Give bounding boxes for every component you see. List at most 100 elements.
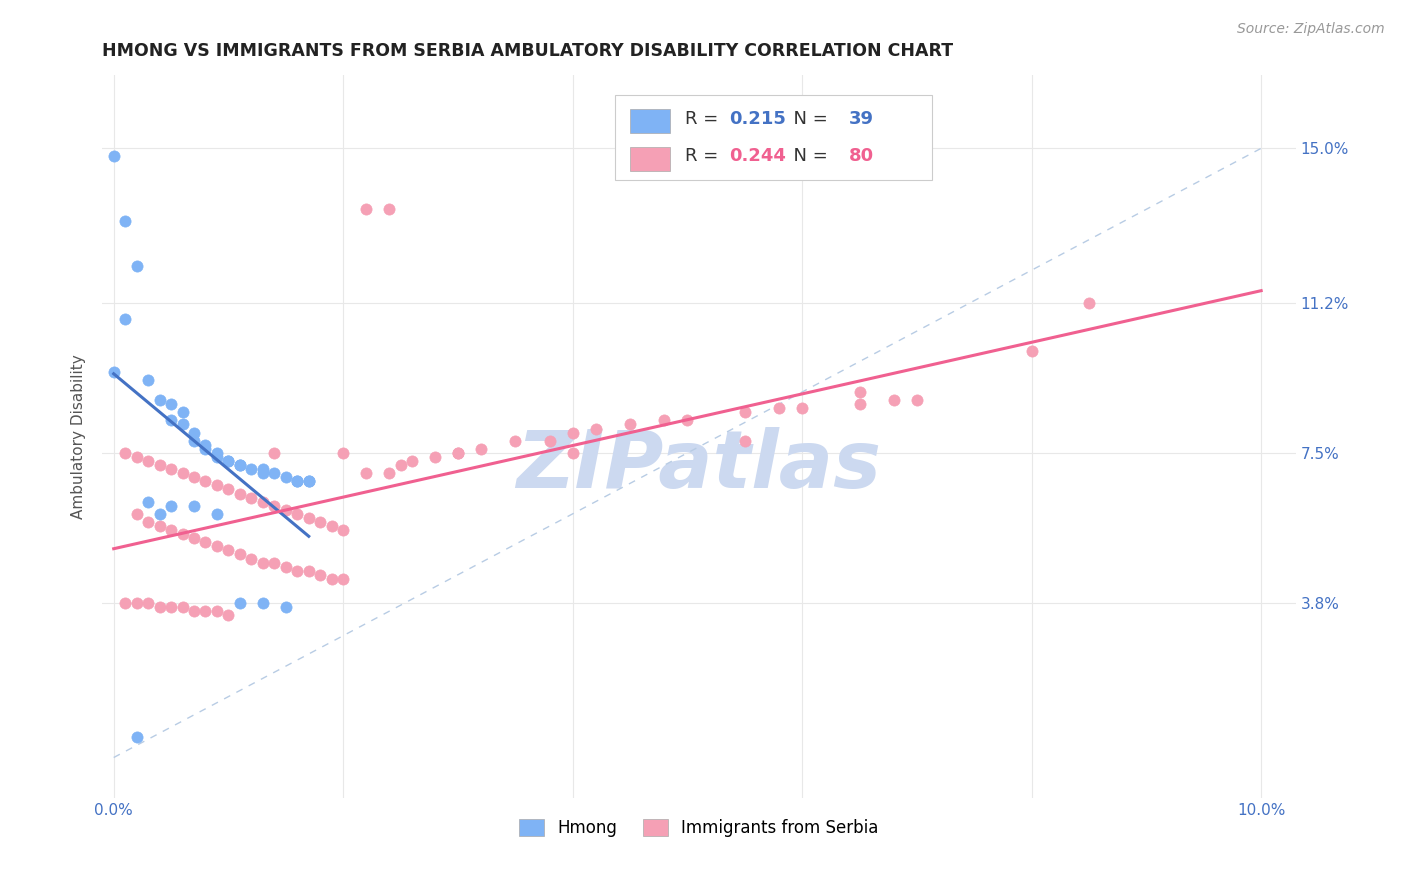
Point xyxy=(125,450,148,464)
Point xyxy=(217,543,239,558)
Point xyxy=(229,458,252,472)
Text: HMONG VS IMMIGRANTS FROM SERBIA AMBULATORY DISABILITY CORRELATION CHART: HMONG VS IMMIGRANTS FROM SERBIA AMBULATO… xyxy=(103,42,953,60)
Point xyxy=(883,393,905,408)
Point xyxy=(447,446,470,460)
Point xyxy=(389,458,412,472)
Point xyxy=(285,564,308,578)
Point xyxy=(114,446,136,460)
Point xyxy=(205,446,228,460)
Point xyxy=(205,539,228,553)
Point xyxy=(149,393,172,408)
Point xyxy=(136,596,159,610)
Point xyxy=(561,425,583,440)
Point xyxy=(768,401,790,416)
Point xyxy=(217,454,239,468)
Bar xyxy=(630,109,671,133)
Point xyxy=(217,454,239,468)
Point xyxy=(125,259,148,273)
Point xyxy=(676,413,699,427)
Point xyxy=(172,467,194,481)
Point xyxy=(183,434,205,448)
Point xyxy=(136,373,159,387)
Point xyxy=(160,600,183,615)
Point xyxy=(309,515,332,529)
Point xyxy=(285,475,308,489)
Text: ZIPatlas: ZIPatlas xyxy=(516,426,882,505)
Point xyxy=(172,600,194,615)
Point xyxy=(538,434,561,448)
Point xyxy=(447,446,470,460)
Point xyxy=(160,462,183,476)
Point xyxy=(274,559,297,574)
Point xyxy=(848,384,870,399)
Text: 0.215: 0.215 xyxy=(728,110,786,128)
Text: R =: R = xyxy=(685,147,724,165)
Text: Source: ZipAtlas.com: Source: ZipAtlas.com xyxy=(1237,22,1385,37)
Point xyxy=(240,551,263,566)
Point xyxy=(354,202,377,217)
Point xyxy=(229,596,252,610)
Point xyxy=(114,214,136,228)
Point xyxy=(125,507,148,521)
Point xyxy=(172,417,194,432)
Point xyxy=(734,405,756,419)
Point xyxy=(252,494,274,508)
Text: 80: 80 xyxy=(849,147,875,165)
Point xyxy=(263,467,285,481)
Point xyxy=(252,462,274,476)
Point xyxy=(136,454,159,468)
Point xyxy=(160,499,183,513)
Bar xyxy=(630,147,671,171)
Point xyxy=(274,470,297,484)
Point xyxy=(205,450,228,464)
Point xyxy=(848,397,870,411)
Point xyxy=(285,475,308,489)
Point xyxy=(274,600,297,615)
Text: N =: N = xyxy=(782,110,834,128)
Point xyxy=(252,596,274,610)
Point xyxy=(240,462,263,476)
Point xyxy=(332,572,354,586)
Point xyxy=(309,567,332,582)
Point xyxy=(332,446,354,460)
Point xyxy=(505,434,527,448)
Point xyxy=(1078,295,1101,310)
Point xyxy=(160,523,183,537)
Point xyxy=(263,499,285,513)
Point xyxy=(136,494,159,508)
Point xyxy=(205,507,228,521)
Point xyxy=(240,491,263,505)
Point xyxy=(654,413,676,427)
Point xyxy=(263,446,285,460)
Point xyxy=(585,421,607,435)
Y-axis label: Ambulatory Disability: Ambulatory Disability xyxy=(72,354,86,519)
Point xyxy=(136,515,159,529)
Point xyxy=(285,507,308,521)
Point xyxy=(274,503,297,517)
Point xyxy=(183,470,205,484)
Point xyxy=(229,458,252,472)
Point xyxy=(125,730,148,744)
Text: 39: 39 xyxy=(849,110,875,128)
Point xyxy=(194,475,217,489)
Point xyxy=(1021,344,1043,359)
Point xyxy=(149,507,172,521)
Point xyxy=(470,442,492,456)
Text: 0.244: 0.244 xyxy=(728,147,786,165)
Point xyxy=(321,572,343,586)
Point xyxy=(792,401,814,416)
Point xyxy=(229,486,252,500)
Point xyxy=(905,393,928,408)
Point xyxy=(252,556,274,570)
Point xyxy=(401,454,423,468)
Point xyxy=(149,458,172,472)
Point xyxy=(354,467,377,481)
Point xyxy=(619,417,641,432)
Point xyxy=(321,519,343,533)
Text: R =: R = xyxy=(685,110,724,128)
Point xyxy=(183,499,205,513)
Point xyxy=(734,434,756,448)
FancyBboxPatch shape xyxy=(616,95,932,180)
Point xyxy=(183,425,205,440)
Point xyxy=(229,548,252,562)
